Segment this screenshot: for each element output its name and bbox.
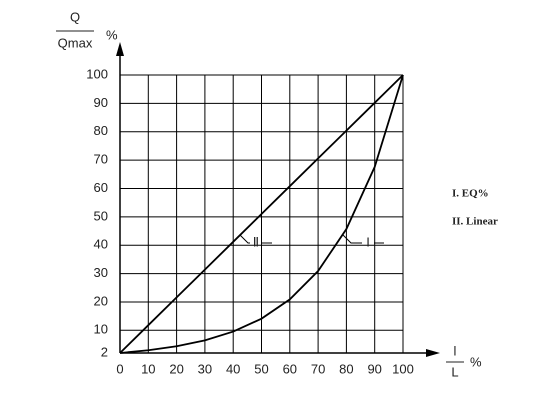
y-tick-label: 40 [94, 237, 108, 252]
y-label-denominator: Qmax [58, 35, 93, 50]
series-line [119, 74, 404, 354]
y-tick-label: 2 [101, 344, 108, 359]
y-label-unit: % [106, 27, 118, 42]
x-label-unit: % [470, 354, 482, 369]
curve-label: Ⅱ [253, 234, 259, 249]
y-tick-label: 20 [94, 293, 108, 308]
y-tick-label: 30 [94, 265, 108, 280]
y-tick-label: 70 [94, 152, 108, 167]
leader-line [239, 234, 272, 244]
y-label-numerator: Q [70, 9, 80, 24]
legend-entry: II. Linear [452, 216, 498, 228]
legend-entry: I. EQ% [452, 188, 489, 200]
y-tick-label: 50 [94, 208, 108, 223]
y-tick-label: 80 [94, 123, 108, 138]
x-tick-label: 20 [169, 361, 183, 376]
x-tick-label: 70 [311, 361, 325, 376]
y-axis-arrow [116, 42, 124, 56]
x-label-numerator: l [454, 343, 457, 358]
x-tick-label: 60 [283, 361, 297, 376]
x-axis-arrow [426, 349, 440, 357]
y-tick-label: 10 [94, 322, 108, 337]
y-tick-label: 90 [94, 95, 108, 110]
x-label-denominator: L [451, 364, 458, 379]
x-tick-label: 80 [339, 361, 353, 376]
x-tick-label: 90 [367, 361, 381, 376]
curve-label: I [366, 234, 370, 249]
x-tick-label: 0 [116, 361, 123, 376]
x-tick-label: 30 [198, 361, 212, 376]
y-tick-label: 100 [86, 66, 108, 81]
x-tick-label: 50 [254, 361, 268, 376]
series-line [119, 74, 404, 354]
leader-line [342, 234, 384, 244]
y-tick-label: 60 [94, 180, 108, 195]
x-tick-label: 100 [392, 361, 414, 376]
x-tick-label: 40 [226, 361, 240, 376]
x-tick-label: 10 [141, 361, 155, 376]
